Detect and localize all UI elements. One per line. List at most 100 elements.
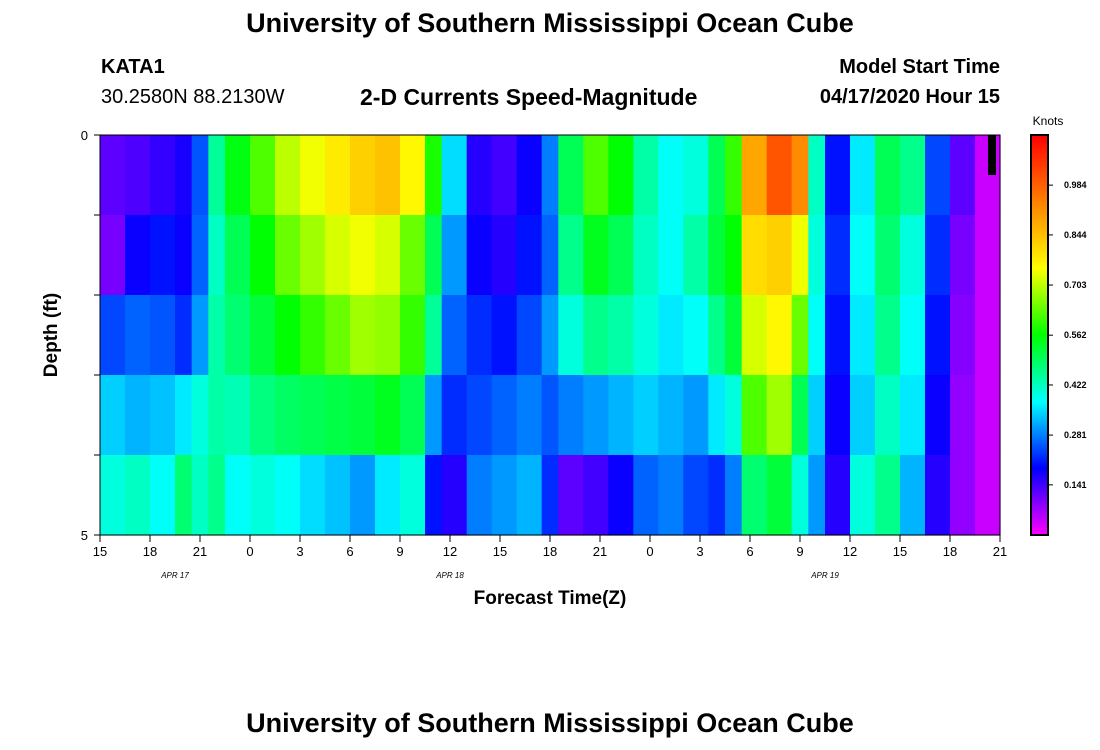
heatmap-cell bbox=[300, 455, 326, 536]
heatmap-cell bbox=[541, 455, 559, 536]
heatmap-cell bbox=[191, 375, 209, 456]
colorbar-tick-label: 0.703 bbox=[1064, 280, 1087, 290]
heatmap-cell bbox=[875, 135, 901, 216]
heatmap-cell bbox=[191, 295, 209, 376]
heatmap-cell bbox=[950, 215, 976, 296]
heatmap-cell bbox=[825, 375, 851, 456]
x-tick-label: 3 bbox=[696, 544, 703, 559]
heatmap-cell bbox=[225, 215, 251, 296]
heatmap-cell bbox=[900, 215, 926, 296]
y-axis-label: Depth (ft) bbox=[41, 293, 62, 377]
heatmap-cell bbox=[683, 375, 709, 456]
heatmap-cell bbox=[375, 215, 401, 296]
heatmap-cell bbox=[741, 295, 768, 376]
heatmap-cell bbox=[900, 135, 926, 216]
heatmap-cell bbox=[583, 215, 609, 296]
heatmap-cell bbox=[725, 455, 743, 536]
colorbar-bar bbox=[1030, 134, 1049, 536]
x-tick-label: 6 bbox=[346, 544, 353, 559]
heatmap-cell bbox=[791, 215, 809, 296]
heatmap-cell bbox=[466, 215, 493, 296]
heatmap-cell bbox=[608, 455, 634, 536]
heatmap-cell bbox=[766, 215, 793, 296]
heatmap-cell bbox=[633, 375, 659, 456]
heatmap-cell bbox=[808, 215, 826, 296]
model-start-label: Model Start Time bbox=[839, 56, 1000, 78]
footer-title: University of Southern Mississippi Ocean… bbox=[246, 708, 854, 738]
heatmap-cell bbox=[808, 295, 826, 376]
heatmap-cell bbox=[425, 135, 443, 216]
heatmap-cell bbox=[208, 135, 226, 216]
heatmap-cell bbox=[208, 295, 226, 376]
station-id: KATA1 bbox=[101, 56, 165, 78]
heatmap-cell bbox=[975, 135, 1001, 216]
heatmap-cell bbox=[491, 455, 518, 536]
heatmap-cell bbox=[633, 215, 659, 296]
heatmap-cell bbox=[350, 375, 376, 456]
heatmap-cell bbox=[766, 455, 793, 536]
heatmap-cell bbox=[558, 215, 584, 296]
heatmap-cell bbox=[441, 215, 468, 296]
heatmap-cell bbox=[950, 455, 976, 536]
heatmap-cell bbox=[150, 135, 176, 216]
heatmap-cell bbox=[125, 295, 151, 376]
heatmap-cell bbox=[925, 295, 951, 376]
heatmap-cell bbox=[741, 455, 768, 536]
heatmap-cell bbox=[683, 295, 709, 376]
heatmap-cell bbox=[350, 215, 376, 296]
heatmap-cell bbox=[608, 135, 634, 216]
heatmap-cell bbox=[175, 215, 193, 296]
heatmap-cell bbox=[633, 455, 659, 536]
heatmap-cell bbox=[208, 375, 226, 456]
x-tick-label: 21 bbox=[193, 544, 207, 559]
heatmap-cell bbox=[683, 135, 709, 216]
heatmap-cell bbox=[516, 375, 543, 456]
heatmap-cell bbox=[400, 295, 426, 376]
heatmap-cell bbox=[825, 295, 851, 376]
date-label: APR 18 bbox=[435, 571, 464, 580]
heatmap-cell bbox=[175, 295, 193, 376]
heatmap-cell bbox=[633, 295, 659, 376]
heatmap-cell bbox=[250, 135, 276, 216]
heatmap-cell bbox=[900, 295, 926, 376]
heatmap-cell bbox=[683, 455, 709, 536]
heatmap-cell bbox=[441, 455, 468, 536]
heatmap-cell bbox=[975, 375, 1001, 456]
colorbar-tick-label: 0.422 bbox=[1064, 380, 1087, 390]
heatmap-cell bbox=[541, 135, 559, 216]
heatmap-cell bbox=[466, 135, 493, 216]
heatmap-cell bbox=[425, 375, 443, 456]
heatmap-cell bbox=[925, 215, 951, 296]
heatmap-cell bbox=[191, 215, 209, 296]
heatmap-cell bbox=[658, 295, 684, 376]
heatmap-cell bbox=[741, 375, 768, 456]
heatmap-cell bbox=[300, 375, 326, 456]
heatmap-cell bbox=[541, 215, 559, 296]
heatmap-cell bbox=[325, 295, 351, 376]
colorbar-tick-label: 0.984 bbox=[1064, 180, 1087, 190]
heatmap-cell bbox=[250, 295, 276, 376]
heatmap-cell bbox=[825, 135, 851, 216]
x-tick-label: 18 bbox=[143, 544, 157, 559]
heatmap-cell bbox=[583, 135, 609, 216]
heatmap-cell bbox=[850, 215, 876, 296]
heatmap-cell bbox=[558, 295, 584, 376]
heatmap-cell bbox=[925, 375, 951, 456]
heatmap-cell bbox=[125, 455, 151, 536]
heatmap-cell bbox=[191, 135, 209, 216]
x-tick-label: 15 bbox=[893, 544, 907, 559]
heatmap-cell bbox=[325, 375, 351, 456]
heatmap-cell bbox=[325, 215, 351, 296]
heatmap-cell bbox=[466, 295, 493, 376]
heatmap-cell bbox=[850, 295, 876, 376]
heatmap-cell bbox=[225, 135, 251, 216]
heatmap-cell bbox=[208, 455, 226, 536]
heatmap-cell bbox=[100, 375, 126, 456]
x-tick-label: 18 bbox=[943, 544, 957, 559]
heatmap-cell bbox=[791, 375, 809, 456]
heatmap-cell bbox=[375, 295, 401, 376]
heatmap-cell bbox=[150, 455, 176, 536]
heatmap-cell bbox=[275, 215, 301, 296]
heatmap-cell bbox=[708, 295, 726, 376]
